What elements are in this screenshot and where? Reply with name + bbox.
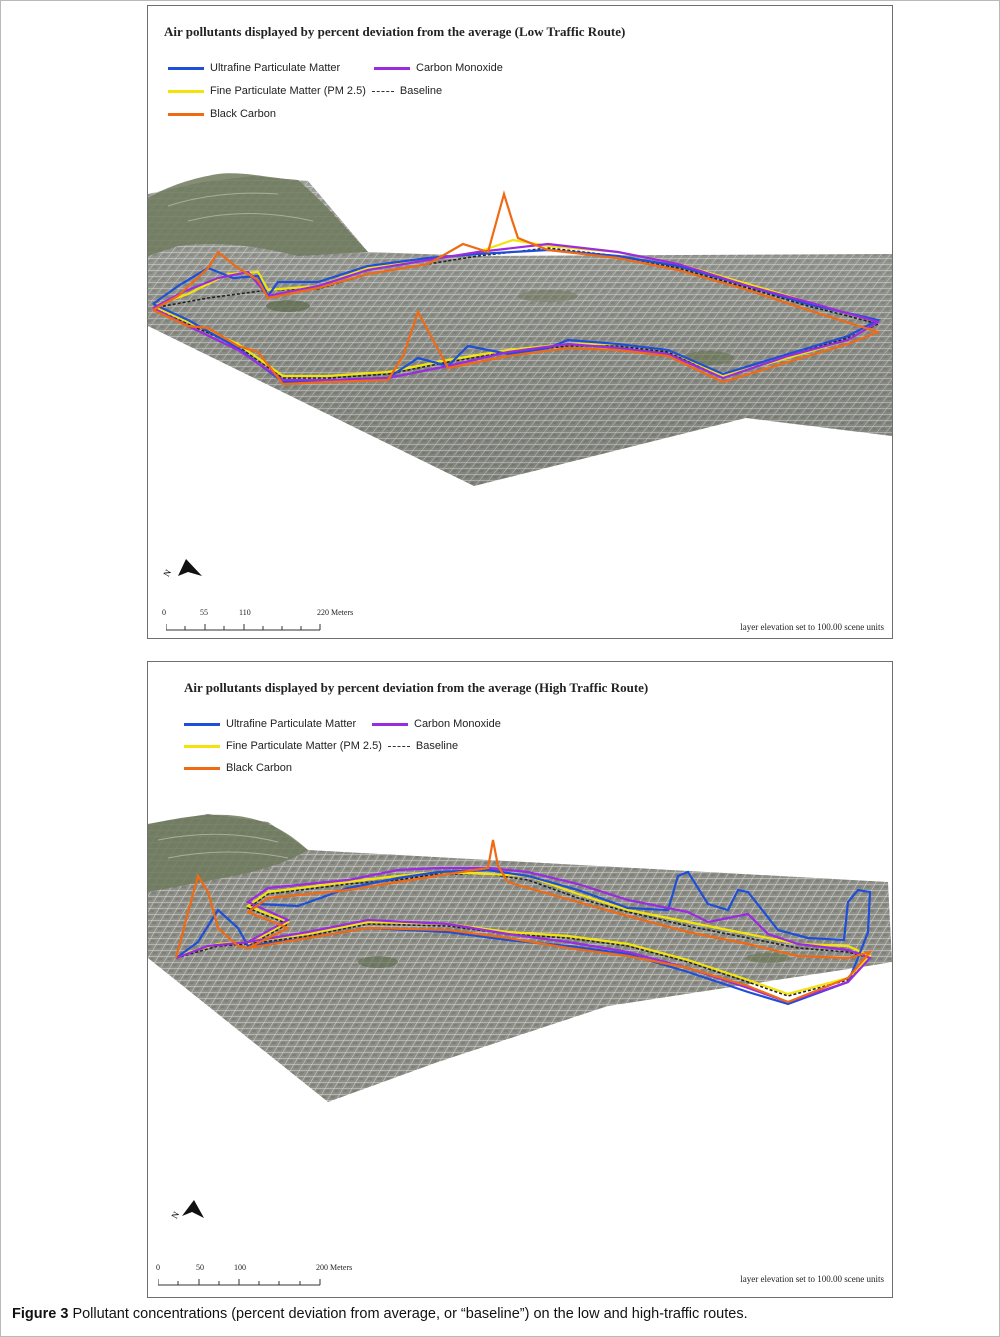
scale-tick-0: 0	[156, 1263, 160, 1272]
legend-swatch-ultrafine	[168, 66, 204, 70]
route-black-carbon	[152, 190, 882, 386]
route-carbon-monoxide	[175, 866, 872, 1004]
elevation-note-high: layer elevation set to 100.00 scene unit…	[740, 1274, 884, 1284]
scale-tick-1: 50	[196, 1263, 204, 1272]
legend-label-black-carbon: Black Carbon	[226, 762, 293, 774]
legend-label-black-carbon: Black Carbon	[210, 108, 277, 120]
legend-label-baseline: Baseline	[415, 740, 459, 752]
scale-bar-low: 0 55 110 220 Meters	[162, 608, 362, 634]
legend-swatch-black-carbon	[168, 112, 204, 116]
elevation-note-low: layer elevation set to 100.00 scene unit…	[740, 622, 884, 632]
legend-label-baseline: Baseline	[399, 85, 443, 97]
hill-terrain	[148, 814, 308, 892]
scale-tick-1: 55	[200, 608, 208, 617]
legend-high: Ultrafine Particulate Matter Carbon Mono…	[184, 718, 604, 788]
legend-swatch-baseline	[387, 745, 410, 747]
legend-item-carbon-monoxide: Carbon Monoxide	[372, 718, 501, 730]
north-arrow-icon: N	[161, 554, 202, 584]
legend-swatch-carbon-monoxide	[372, 722, 408, 726]
map-panel-low-traffic: Air pollutants displayed by percent devi…	[147, 5, 893, 639]
terrain-surface	[148, 814, 892, 1102]
legend-item-black-carbon: Black Carbon	[184, 762, 292, 774]
scale-tick-3: 220 Meters	[317, 608, 354, 617]
legend-label-carbon-monoxide: Carbon Monoxide	[416, 62, 503, 74]
legend-swatch-fine-pm	[168, 89, 204, 93]
legend-swatch-fine-pm	[184, 744, 220, 748]
legend-low: Ultrafine Particulate Matter Carbon Mono…	[168, 62, 588, 132]
legend-item-fine-pm: Fine Particulate Matter (PM 2.5) Baselin…	[184, 740, 458, 752]
legend-item-fine-pm: Fine Particulate Matter (PM 2.5) Baselin…	[168, 85, 442, 97]
figure-caption-text: Pollutant concentrations (percent deviat…	[72, 1306, 748, 1322]
legend-item-black-carbon: Black Carbon	[168, 108, 276, 120]
legend-item-carbon-monoxide: Carbon Monoxide	[374, 62, 503, 74]
legend-label-ultrafine: Ultrafine Particulate Matter	[210, 62, 341, 74]
figure-caption: Figure 3 Pollutant concentrations (perce…	[12, 1306, 748, 1322]
legend-item-ultrafine: Ultrafine Particulate Matter	[184, 718, 356, 730]
map-panel-high-traffic: Air pollutants displayed by percent devi…	[147, 661, 893, 1298]
scale-bar-ruler	[158, 1279, 321, 1286]
legend-label-fine-pm: Fine Particulate Matter (PM 2.5)	[226, 740, 382, 752]
legend-swatch-black-carbon	[184, 766, 220, 770]
route-carbon-monoxide	[152, 242, 881, 382]
scale-bar-high: 0 50 100 200 Meters	[156, 1263, 376, 1289]
legend-label-carbon-monoxide: Carbon Monoxide	[414, 718, 501, 730]
figure-label: Figure 3	[12, 1306, 69, 1322]
scale-tick-3: 200 Meters	[316, 1263, 353, 1272]
map-scene-low	[148, 173, 892, 486]
legend-swatch-baseline	[371, 90, 394, 92]
scale-tick-2: 100	[234, 1263, 246, 1272]
scale-bar-ruler	[166, 624, 321, 631]
legend-label-ultrafine: Ultrafine Particulate Matter	[226, 718, 357, 730]
map-title-low: Air pollutants displayed by percent devi…	[164, 24, 626, 39]
legend-swatch-ultrafine	[184, 722, 220, 726]
map-scene-high	[148, 814, 892, 1102]
legend-label-fine-pm: Fine Particulate Matter (PM 2.5)	[210, 85, 366, 97]
legend-item-ultrafine: Ultrafine Particulate Matter	[168, 62, 340, 74]
scale-tick-2: 110	[239, 608, 251, 617]
scale-tick-0: 0	[162, 608, 166, 617]
route-black-carbon	[174, 839, 874, 1004]
map-title-high: Air pollutants displayed by percent devi…	[184, 680, 649, 695]
north-arrow-icon: N	[168, 1196, 208, 1226]
legend-swatch-carbon-monoxide	[374, 66, 410, 70]
hill-terrain	[148, 173, 368, 256]
